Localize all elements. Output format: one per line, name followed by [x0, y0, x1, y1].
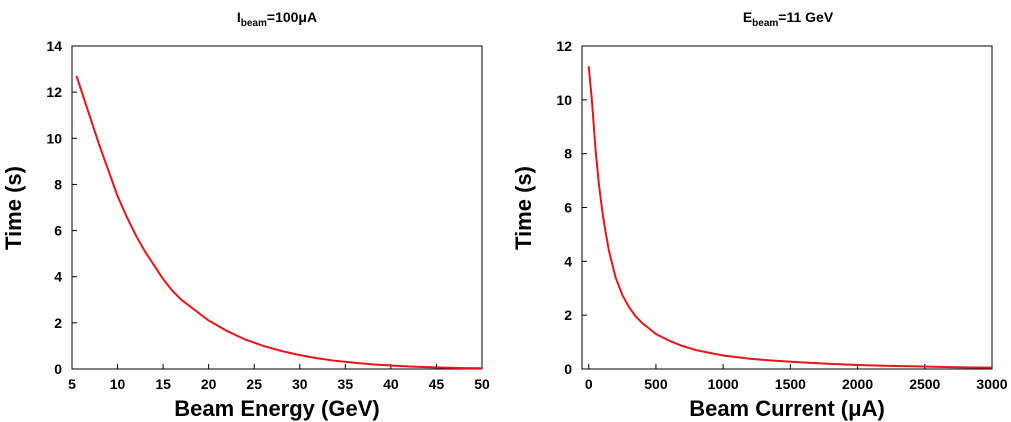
y-tick-label: 2 — [564, 307, 572, 323]
y-tick-label: 2 — [54, 315, 62, 331]
title-rest: =11 GeV — [778, 9, 834, 25]
y-tick-label: 6 — [54, 223, 62, 239]
y-tick-label: 12 — [46, 84, 62, 100]
y-tick-label: 12 — [556, 38, 572, 54]
x-tick-label: 3000 — [976, 376, 1007, 392]
x-tick-label: 5 — [68, 376, 76, 392]
x-tick-label: 50 — [474, 376, 490, 392]
title-main: I — [237, 9, 241, 25]
y-tick-label: 4 — [564, 253, 572, 269]
y-tick-label: 6 — [564, 200, 572, 216]
x-tick-label: 15 — [155, 376, 171, 392]
x-tick-label: 1500 — [775, 376, 806, 392]
title-rest: =100μA — [267, 9, 317, 25]
series-line — [587, 66, 993, 369]
x-tick-label: 2500 — [909, 376, 940, 392]
chart-title: Ibeam=100μA — [237, 9, 317, 29]
title-main: E — [743, 9, 752, 25]
y-tick-label: 8 — [54, 176, 62, 192]
x-tick-label: 10 — [110, 376, 126, 392]
chart-current: Ebeam=11 GeV Beam Current (μA) Time (s) … — [511, 9, 1008, 421]
x-tick-label: 25 — [246, 376, 262, 392]
plot-frame — [71, 45, 483, 370]
x-tick-label: 500 — [644, 376, 668, 392]
y-tick-label: 14 — [46, 38, 62, 54]
y-tick-label: 8 — [564, 146, 572, 162]
y-tick-label: 0 — [564, 361, 572, 377]
x-tick-label: 2000 — [842, 376, 873, 392]
y-tick-label: 10 — [556, 92, 572, 108]
x-axis-label: Beam Energy (GeV) — [174, 396, 379, 421]
x-axis-label: Beam Current (μA) — [689, 396, 885, 421]
title-sub: beam — [241, 18, 267, 29]
y-tick-label: 0 — [54, 361, 62, 377]
chart-energy: Ibeam=100μA Beam Energy (GeV) Time (s) 5… — [1, 9, 490, 421]
title-sub: beam — [752, 18, 778, 29]
x-tick-label: 30 — [292, 376, 308, 392]
y-tick-label: 10 — [46, 130, 62, 146]
ticks: 0 500 1000 1500 2000 2500 3000 0 2 4 6 8 10 12 — [556, 38, 1007, 392]
x-tick-label: 1000 — [708, 376, 739, 392]
y-axis-label: Time (s) — [1, 166, 26, 250]
plot-frame — [581, 45, 993, 370]
y-axis-label: Time (s) — [511, 166, 536, 250]
x-tick-label: 35 — [338, 376, 354, 392]
x-tick-label: 20 — [201, 376, 217, 392]
chart-title: Ebeam=11 GeV — [743, 9, 834, 29]
x-tick-label: 40 — [383, 376, 399, 392]
x-tick-label: 45 — [429, 376, 445, 392]
x-tick-label: 0 — [585, 376, 593, 392]
y-tick-label: 4 — [54, 269, 62, 285]
ticks: 5 10 15 20 25 30 35 40 45 50 0 2 4 6 8 10 12 14 — [46, 38, 490, 392]
series-line — [75, 75, 483, 370]
